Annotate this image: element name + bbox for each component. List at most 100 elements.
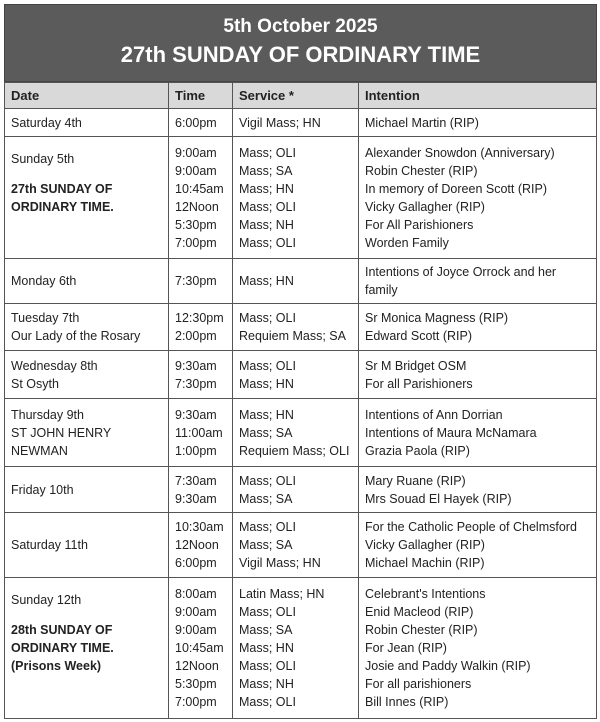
time-line: 12Noon: [175, 659, 219, 673]
time-line: 7:30am: [175, 473, 217, 488]
time-line: 12:30pm: [175, 311, 224, 325]
intention-line: Intentions of Ann Dorrian: [365, 407, 503, 422]
intention-line: Vicky Gallagher (RIP): [365, 199, 485, 214]
date-line: Saturday 4th: [11, 115, 82, 130]
service-line: Mass; SA: [239, 538, 293, 552]
intention-line: Worden Family: [365, 235, 449, 250]
time-line: 12Noon: [175, 199, 219, 214]
service-cell: Mass; OLI Mass; SA Vigil Mass; HN: [232, 512, 359, 578]
intention-line: For the Catholic People of Chelmsford: [365, 520, 577, 534]
service-cell: Mass; HN: [232, 258, 359, 304]
intention-line: Michael Machin (RIP): [365, 556, 485, 570]
service-line: Mass; SA: [239, 491, 293, 506]
intention-line: In memory of Doreen Scott (RIP): [365, 181, 548, 196]
feast-label: ORDINARY TIME.: [11, 200, 114, 214]
column-header-service: Service *: [232, 82, 359, 109]
time-line: 7:30pm: [175, 376, 217, 391]
intention-line: For all Parishioners: [365, 376, 473, 391]
intention-line: Bill Innes (RIP): [365, 695, 449, 709]
date-line: Thursday 9th: [11, 407, 84, 422]
time-line: 6:00pm: [175, 556, 217, 570]
service-line: Mass; OLI: [239, 605, 296, 619]
intention-line: Robin Chester (RIP): [365, 623, 478, 637]
table-row: Saturday 11th 10:30am 12Noon 6:00pm Mass; OL…: [4, 512, 597, 578]
table-row: Tuesday 7th Our Lady of the Rosary 12:30pm…: [4, 303, 597, 351]
feast-label: (Prisons Week): [11, 659, 102, 673]
time-line: 7:00pm: [175, 235, 217, 250]
time-line: 5:30pm: [175, 217, 217, 232]
date-line: Monday 6th: [11, 274, 77, 288]
service-line: Mass; SA: [239, 425, 293, 440]
service-line: Mass; OLI: [239, 199, 296, 214]
time-line: 10:45am: [175, 641, 224, 655]
table-row: Monday 6th 7:30pm Mass; HN Intentions of Jo…: [4, 258, 597, 304]
mass-schedule: 5th October 2025 27th SUNDAY OF ORDINARY…: [4, 4, 597, 719]
time-cell: 8:00am 9:00am 9:00am 10:45am 12Noon 5:30pm 7:0…: [168, 577, 233, 719]
service-line: Requiem Mass; OLI: [239, 443, 350, 458]
date-cell: Monday 6th: [4, 258, 169, 304]
service-line: Latin Mass; HN: [239, 587, 325, 601]
service-line: Mass; NH: [239, 677, 294, 691]
service-line: Mass; OLI: [239, 520, 296, 534]
schedule-table: Date Time Service * Intention Saturday 4…: [4, 82, 597, 719]
date-line: Our Lady of the Rosary: [11, 329, 141, 343]
service-line: Requiem Mass; SA: [239, 329, 346, 343]
feast-label: 27th SUNDAY OF: [11, 182, 113, 196]
date-line: Sunday 5th: [11, 152, 75, 166]
date-cell: Thursday 9th ST JOHN HENRY NEWMAN: [4, 398, 169, 467]
time-line: 12Noon: [175, 538, 219, 552]
column-header-row: Date Time Service * Intention: [4, 82, 597, 109]
date-line: ST JOHN HENRY: [11, 425, 112, 440]
intention-line: Michael Martin (RIP): [365, 115, 479, 130]
intention-cell: Sr M Bridget OSM For all Parishioners: [358, 350, 597, 399]
intention-line: Edward Scott (RIP): [365, 329, 472, 343]
time-line: 9:00am: [175, 163, 217, 178]
intention-cell: Alexander Snowdon (Anniversary) Robin Che…: [358, 136, 597, 259]
time-line: 2:00pm: [175, 329, 217, 343]
service-line: Mass; HN: [239, 274, 294, 288]
time-line: 7:30pm: [175, 274, 217, 288]
service-line: Vigil Mass; HN: [239, 115, 321, 130]
service-line: Mass; OLI: [239, 235, 296, 250]
time-line: 9:00am: [175, 623, 217, 637]
date-line: Friday 10th: [11, 482, 74, 497]
service-line: Mass; OLI: [239, 358, 296, 373]
intention-cell: Celebrant's Intentions Enid Macleod (RIP)…: [358, 577, 597, 719]
intention-cell: Intentions of Joyce Orrock and her famil…: [358, 258, 597, 304]
time-line: 9:30am: [175, 358, 217, 373]
date-line: Saturday 11th: [11, 538, 88, 552]
time-line: 7:00pm: [175, 695, 217, 709]
intention-line: Enid Macleod (RIP): [365, 605, 474, 619]
time-cell: 6:00pm: [168, 108, 233, 137]
time-cell: 9:00am 9:00am 10:45am 12Noon 5:30pm 7:00pm: [168, 136, 233, 259]
service-line: Mass; SA: [239, 623, 293, 637]
column-header-date: Date: [4, 82, 169, 109]
column-header-intention: Intention: [358, 82, 597, 109]
service-cell: Latin Mass; HN Mass; OLI Mass; SA Mass; HN M…: [232, 577, 359, 719]
table-row: Saturday 4th 6:00pm Vigil Mass; HN Michael …: [4, 108, 597, 137]
intention-line: Mrs Souad El Hayek (RIP): [365, 491, 512, 506]
date-line: St Osyth: [11, 376, 59, 391]
date-cell: Friday 10th: [4, 466, 169, 513]
table-row: Sunday 5th 27th SUNDAY OF ORDINARY TIME. 9:…: [4, 136, 597, 259]
intention-line: Vicky Gallagher (RIP): [365, 538, 485, 552]
date-cell: Sunday 12th 28th SUNDAY OF ORDINARY TIME. (…: [4, 577, 169, 719]
schedule-banner: 5th October 2025 27th SUNDAY OF ORDINARY…: [4, 4, 597, 82]
time-line: 6:00pm: [175, 115, 217, 130]
intention-cell: Sr Monica Magness (RIP) Edward Scott (RIP…: [358, 303, 597, 351]
date-line: Wednesday 8th: [11, 358, 98, 373]
intention-cell: Michael Martin (RIP): [358, 108, 597, 137]
intention-cell: Intentions of Ann Dorrian Intentions of M…: [358, 398, 597, 467]
service-cell: Mass; OLI Mass; HN: [232, 350, 359, 399]
service-line: Mass; OLI: [239, 311, 296, 325]
date-cell: Sunday 5th 27th SUNDAY OF ORDINARY TIME.: [4, 136, 169, 259]
service-cell: Mass; OLI Requiem Mass; SA: [232, 303, 359, 351]
date-cell: Saturday 11th: [4, 512, 169, 578]
intention-cell: Mary Ruane (RIP) Mrs Souad El Hayek (RIP): [358, 466, 597, 513]
time-line: 10:30am: [175, 520, 224, 534]
service-line: Mass; HN: [239, 181, 294, 196]
intention-line: Sr M Bridget OSM: [365, 358, 467, 373]
time-cell: 12:30pm 2:00pm: [168, 303, 233, 351]
service-line: Vigil Mass; HN: [239, 556, 321, 570]
intention-line: For All Parishioners: [365, 217, 474, 232]
